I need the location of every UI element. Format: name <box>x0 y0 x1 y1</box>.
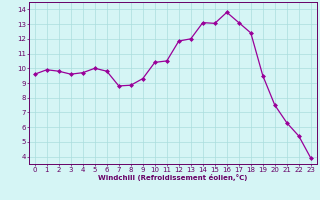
X-axis label: Windchill (Refroidissement éolien,°C): Windchill (Refroidissement éolien,°C) <box>98 174 247 181</box>
